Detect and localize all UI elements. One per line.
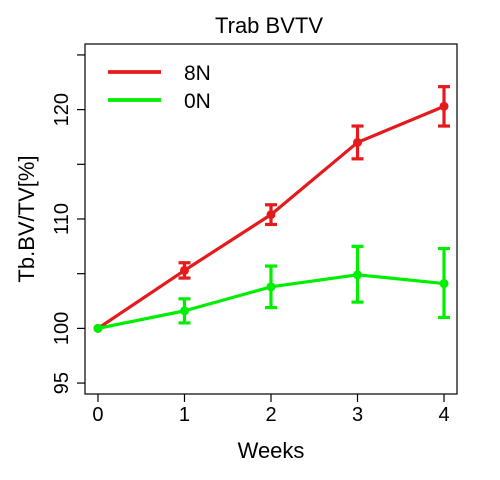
x-tick-label: 1 <box>179 404 190 426</box>
x-axis-label: Weeks <box>238 438 305 463</box>
x-tick-label: 3 <box>352 404 363 426</box>
chart-title: Trab BVTV <box>215 13 323 38</box>
y-tick-label: 120 <box>51 93 73 126</box>
legend-label: 8N <box>184 62 211 85</box>
data-point <box>266 282 276 292</box>
data-point <box>179 265 189 275</box>
series-layer <box>93 85 451 333</box>
y-tick-label: 95 <box>51 372 73 394</box>
legend-label: 0N <box>184 90 211 113</box>
x-tick-label: 0 <box>92 404 103 426</box>
y-axis: 95 100 110 120 <box>51 54 85 394</box>
x-tick-label: 2 <box>265 404 276 426</box>
y-tick-label: 100 <box>51 312 73 345</box>
data-point <box>93 323 103 333</box>
series-0N <box>93 244 451 333</box>
y-axis-label: Tb.BV/TV[%] <box>14 155 39 282</box>
data-point <box>179 306 189 316</box>
data-point <box>353 270 363 280</box>
data-point <box>266 210 276 220</box>
data-point <box>439 279 449 289</box>
data-point <box>439 101 449 111</box>
series-8N <box>93 85 451 333</box>
x-tick-label: 4 <box>438 404 449 426</box>
x-axis: 0 1 2 3 4 <box>92 394 450 426</box>
y-tick-label: 110 <box>51 203 73 235</box>
data-point <box>353 137 363 147</box>
